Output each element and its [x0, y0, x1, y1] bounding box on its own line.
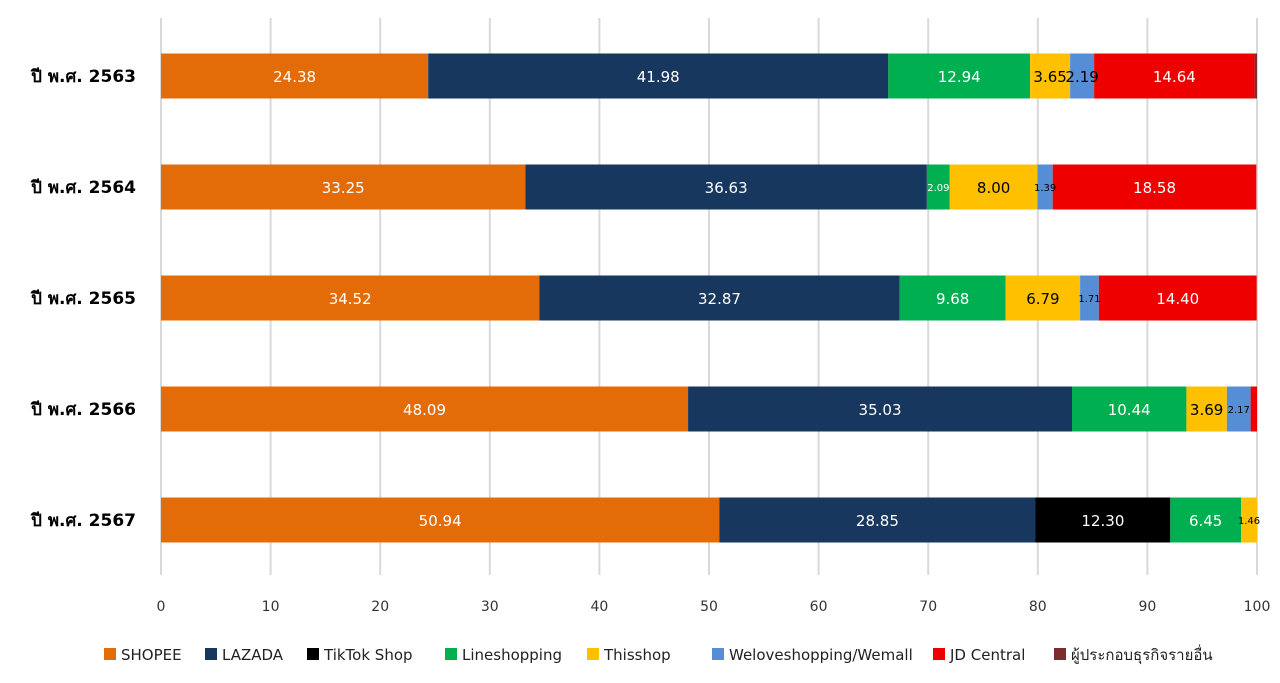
legend-swatch [205, 648, 217, 660]
legend-label: Thisshop [603, 646, 671, 664]
x-tick-label: 100 [1244, 599, 1271, 615]
bar-layer [161, 53, 1257, 543]
category-label: ปี พ.ศ. 2567 [30, 510, 136, 531]
bar-segment [1170, 497, 1241, 543]
x-tick-label: 90 [1138, 599, 1156, 615]
bar-segment [1005, 275, 1081, 321]
bar-segment [888, 53, 1031, 99]
bar-segment [1052, 164, 1257, 210]
x-tick-label: 20 [371, 599, 389, 615]
bar-segment [1035, 497, 1171, 543]
x-tick-label: 70 [919, 599, 937, 615]
data-label: 33.25 [322, 179, 365, 197]
bar-segment [161, 53, 429, 99]
data-label: 24.38 [273, 68, 316, 86]
data-label: 2.19 [1065, 68, 1098, 86]
legend-label: LAZADA [222, 646, 284, 664]
data-label: 3.65 [1033, 68, 1066, 86]
category-label: ปี พ.ศ. 2566 [30, 399, 136, 420]
label-layer: 24.38 41.98 12.94 3.652.19 14.64 33.25 36.63 2.… [273, 68, 1260, 530]
data-label: 1.39 [1034, 183, 1056, 194]
data-label: 36.63 [705, 179, 748, 197]
legend-label: JD Central [949, 646, 1025, 664]
bar-segment [1254, 53, 1257, 99]
legend-label: ผู้ประกอบธุรกิจรายอื่น [1071, 644, 1213, 665]
bar-segment [1037, 164, 1053, 210]
axis-layer: 0 10 20 30 40 50 60 70 80 90 100 ปี พ.ศ. 2563 ปี พ.ศ… [30, 66, 1270, 615]
data-label: 14.64 [1153, 68, 1196, 86]
x-tick-label: 0 [157, 599, 166, 615]
data-label: 18.58 [1133, 179, 1176, 197]
category-label: ปี พ.ศ. 2565 [30, 288, 136, 309]
data-label: 2.09 [927, 183, 949, 194]
legend-label: SHOPEE [121, 646, 182, 664]
legend-swatch [307, 648, 319, 660]
data-label: 34.52 [329, 290, 372, 308]
legend-layer: SHOPEE LAZADA TikTok Shop Lineshopping Thiss… [104, 644, 1213, 665]
legend-swatch [712, 648, 724, 660]
bar-segment [428, 53, 889, 99]
bar-segment [1094, 53, 1255, 99]
legend-swatch [445, 648, 457, 660]
bar-segment [1030, 53, 1071, 99]
bar-segment [1250, 386, 1257, 432]
legend-swatch [587, 648, 599, 660]
data-label: 6.79 [1026, 290, 1059, 308]
data-label: 41.98 [637, 68, 680, 86]
data-label: 2.17 [1228, 405, 1250, 416]
data-label: 9.68 [936, 290, 969, 308]
data-label: 1.46 [1238, 516, 1260, 527]
bar-segment [926, 164, 950, 210]
bar-segment [949, 164, 1038, 210]
x-tick-label: 60 [810, 599, 828, 615]
data-label: 8.00 [977, 179, 1010, 197]
x-tick-label: 50 [700, 599, 718, 615]
data-label: 50.94 [419, 512, 462, 530]
bar-segment [719, 497, 1036, 543]
x-tick-label: 30 [481, 599, 499, 615]
data-label: 48.09 [403, 401, 446, 419]
category-label: ปี พ.ศ. 2563 [30, 66, 136, 87]
data-label: 6.45 [1189, 512, 1222, 530]
bar-segment [161, 275, 540, 321]
bar-segment [161, 497, 720, 543]
legend-label: TikTok Shop [323, 646, 413, 664]
x-tick-label: 80 [1029, 599, 1047, 615]
legend-swatch [933, 648, 945, 660]
bar-segment [1186, 386, 1227, 432]
bar-segment [1080, 275, 1099, 321]
category-label: ปี พ.ศ. 2564 [30, 177, 136, 198]
x-tick-label: 10 [262, 599, 280, 615]
bar-segment [1240, 497, 1257, 543]
data-label: 1.71 [1078, 294, 1100, 305]
legend-label: Lineshopping [462, 646, 562, 664]
bar-segment [539, 275, 900, 321]
data-label: 10.44 [1108, 401, 1151, 419]
bar-segment [1226, 386, 1251, 432]
bar-segment [161, 164, 526, 210]
x-tick-label: 40 [590, 599, 608, 615]
bar-segment [1070, 53, 1095, 99]
data-label: 32.87 [698, 290, 741, 308]
legend-label: Weloveshopping/Wemall [729, 646, 913, 664]
data-label: 14.40 [1156, 290, 1199, 308]
bar-segment [525, 164, 927, 210]
legend-swatch [104, 648, 116, 660]
data-label: 3.69 [1190, 401, 1223, 419]
bar-segment [688, 386, 1072, 432]
data-label: 35.03 [859, 401, 902, 419]
bar-segment [161, 386, 689, 432]
data-label: 12.94 [938, 68, 981, 86]
bar-segment [1098, 275, 1257, 321]
bar-segment [1071, 386, 1187, 432]
data-label: 12.30 [1081, 512, 1124, 530]
bar-segment [899, 275, 1006, 321]
legend-swatch [1054, 648, 1066, 660]
data-label: 28.85 [856, 512, 899, 530]
